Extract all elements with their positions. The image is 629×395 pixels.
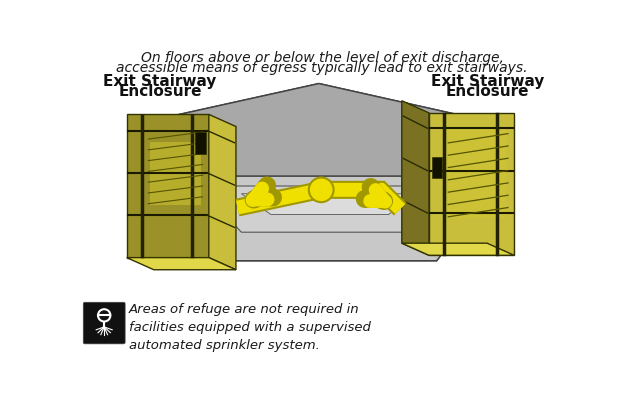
Polygon shape	[209, 115, 236, 270]
Polygon shape	[448, 128, 506, 218]
FancyBboxPatch shape	[83, 302, 125, 344]
Text: Enclosure: Enclosure	[446, 85, 530, 100]
Text: accessible means of egress typically lead to exit stairways.: accessible means of egress typically lea…	[116, 61, 528, 75]
Circle shape	[309, 177, 333, 202]
Polygon shape	[402, 101, 429, 255]
Polygon shape	[126, 115, 209, 258]
Polygon shape	[402, 243, 514, 255]
Polygon shape	[199, 186, 450, 232]
Polygon shape	[135, 84, 501, 176]
Polygon shape	[150, 142, 201, 205]
Polygon shape	[429, 113, 514, 255]
Polygon shape	[242, 194, 416, 214]
Polygon shape	[135, 84, 501, 261]
Text: Exit Stairway: Exit Stairway	[103, 74, 216, 89]
Text: Exit Stairway: Exit Stairway	[431, 74, 545, 89]
Text: On floors above or below the level of exit discharge,: On floors above or below the level of ex…	[140, 51, 503, 65]
Text: Areas of refuge are not required in
facilities equipped with a supervised
automa: Areas of refuge are not required in faci…	[129, 303, 371, 352]
Polygon shape	[126, 258, 236, 270]
Bar	[432, 157, 442, 178]
Polygon shape	[135, 176, 501, 261]
Bar	[195, 132, 206, 154]
Text: Enclosure: Enclosure	[118, 85, 202, 100]
